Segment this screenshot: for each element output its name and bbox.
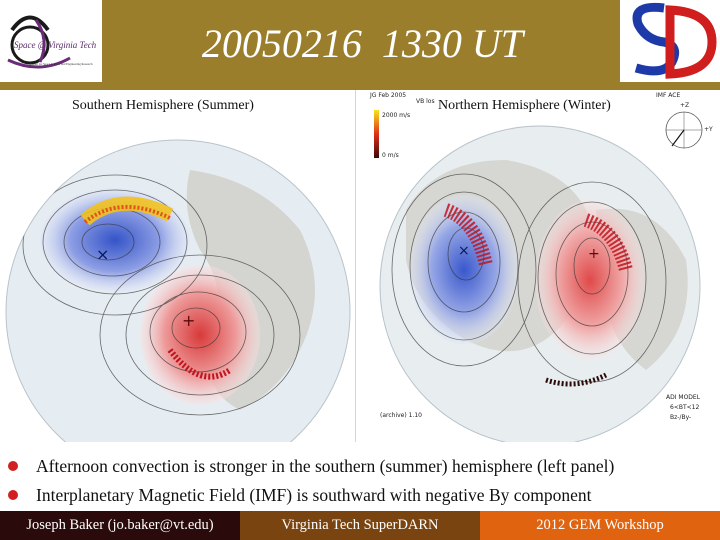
northern-convection-map: × + bbox=[366, 90, 720, 442]
bullet-item: Afternoon convection is stronger in the … bbox=[8, 456, 718, 482]
southern-convection-map: × + bbox=[0, 90, 355, 442]
southern-hemisphere-panel: × + Southern Hemisphere (Summer) bbox=[0, 90, 356, 442]
imf-header: IMF ACE bbox=[656, 92, 681, 99]
logo-left-line2: Center for Space Science and Engineering… bbox=[30, 62, 93, 66]
speed-upper: 2000 m/s bbox=[382, 112, 411, 119]
date-fragment: JG Feb 2005 bbox=[370, 92, 407, 99]
svg-text:+: + bbox=[588, 246, 600, 262]
bullet-text: Interplanetary Magnetic Field (IMF) is s… bbox=[36, 485, 592, 505]
bullet-item: Interplanetary Magnetic Field (IMF) is s… bbox=[8, 485, 718, 511]
model-line1: ADI MODEL bbox=[666, 394, 701, 401]
speed-lower: 0 m/s bbox=[382, 152, 399, 159]
slide-header: Space @ Virginia Tech Center for Space S… bbox=[0, 0, 720, 90]
footer-author: Joseph Baker (jo.baker@vt.edu) bbox=[0, 511, 240, 540]
southern-hemisphere-label: Southern Hemisphere (Summer) bbox=[70, 98, 256, 114]
svg-text:+: + bbox=[182, 311, 195, 330]
northern-hemisphere-panel: × + Northern Hemisphere (Winter) JG Feb … bbox=[366, 90, 720, 442]
logo-left-line1: Space @ Virginia Tech bbox=[14, 40, 97, 50]
red-dot-icon bbox=[8, 490, 18, 500]
virginia-tech-space-logo: Space @ Virginia Tech Center for Space S… bbox=[0, 0, 102, 82]
slide-footer: Joseph Baker (jo.baker@vt.edu) Virginia … bbox=[0, 511, 720, 540]
svg-text:×: × bbox=[96, 245, 109, 264]
footer-project: Virginia Tech SuperDARN bbox=[240, 511, 480, 540]
archive-note: (archive) 1.10 bbox=[380, 412, 422, 419]
vlos-label: VB los bbox=[416, 98, 435, 105]
superdarn-logo: SD bbox=[620, 0, 720, 82]
red-dot-icon bbox=[8, 461, 18, 471]
model-line3: Bz-/By- bbox=[670, 414, 692, 421]
velocity-scale-bar bbox=[374, 110, 379, 158]
footer-event: 2012 GEM Workshop bbox=[480, 511, 720, 540]
model-line2: 6<BT<12 bbox=[670, 404, 700, 411]
slide-title: 20050216 1330 UT bbox=[201, 21, 524, 66]
svg-text:×: × bbox=[458, 243, 470, 259]
bullet-list: Afternoon convection is stronger in the … bbox=[0, 450, 720, 510]
imf-axis-plus-y: +Y bbox=[704, 126, 713, 133]
imf-axis-plus-z: +Z bbox=[680, 102, 690, 109]
northern-hemisphere-label: Northern Hemisphere (Winter) bbox=[436, 98, 613, 114]
bullet-text: Afternoon convection is stronger in the … bbox=[36, 456, 615, 476]
